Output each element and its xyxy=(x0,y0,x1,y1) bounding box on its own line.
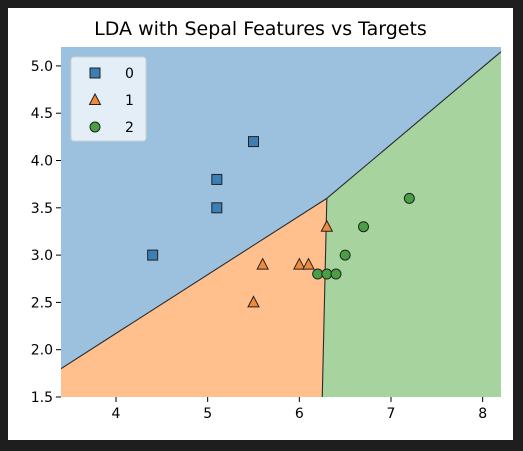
y-tick-label: 1.5 xyxy=(31,390,53,406)
chart-title: LDA with Sepal Features vs Targets xyxy=(94,18,427,40)
data-point-class-1 xyxy=(247,295,260,308)
data-point-class-2 xyxy=(339,249,351,261)
data-point-class-1 xyxy=(256,257,269,270)
decision-boundary-1 xyxy=(326,51,501,199)
legend-marker-0 xyxy=(89,67,101,79)
legend-marker-1 xyxy=(88,92,102,105)
data-point-class-0 xyxy=(211,173,223,185)
y-tick-label: 4.5 xyxy=(31,106,53,122)
decision-region-1 xyxy=(61,198,327,397)
chart-frame: LDA with Sepal Features vs Targets 4 5 6 7 8… xyxy=(8,8,513,440)
decision-region-0 xyxy=(61,47,501,369)
data-point-class-0 xyxy=(147,249,159,261)
lda-scatter-chart: 4 5 6 7 8 1.5 2.0 2.5 3.0 3.5 4.0 4.5 5.0 0 1 2 xyxy=(31,47,501,422)
decision-region-2 xyxy=(322,51,501,397)
legend-label: 2 xyxy=(125,120,134,136)
data-point-class-2 xyxy=(312,268,324,280)
data-point-class-0 xyxy=(211,202,223,214)
legend-marker-2 xyxy=(89,121,101,133)
y-tick-label: 2.0 xyxy=(31,343,53,359)
data-point-class-2 xyxy=(403,192,415,204)
y-tick-label: 4.0 xyxy=(31,154,53,170)
data-point-class-0 xyxy=(248,136,259,148)
x-tick-label: 4 xyxy=(112,406,121,422)
x-tick-label: 8 xyxy=(478,406,487,422)
legend-box xyxy=(70,56,147,142)
data-point-class-1 xyxy=(293,257,306,270)
x-tick-label: 6 xyxy=(295,406,304,422)
y-tick-label: 2.5 xyxy=(31,295,53,311)
legend-label: 1 xyxy=(125,93,134,109)
decision-boundary-0 xyxy=(61,197,328,370)
data-point-class-2 xyxy=(321,268,333,280)
data-point-class-1 xyxy=(302,257,315,270)
legend-label: 0 xyxy=(125,66,134,82)
data-point-class-2 xyxy=(330,268,342,280)
y-tick-label: 3.5 xyxy=(31,201,53,217)
x-tick-label: 5 xyxy=(203,406,212,422)
data-point-class-1 xyxy=(320,219,334,232)
y-tick-label: 5.0 xyxy=(31,59,53,75)
x-tick-label: 7 xyxy=(387,406,396,422)
y-tick-label: 3.0 xyxy=(31,248,53,264)
data-point-class-2 xyxy=(358,221,369,233)
